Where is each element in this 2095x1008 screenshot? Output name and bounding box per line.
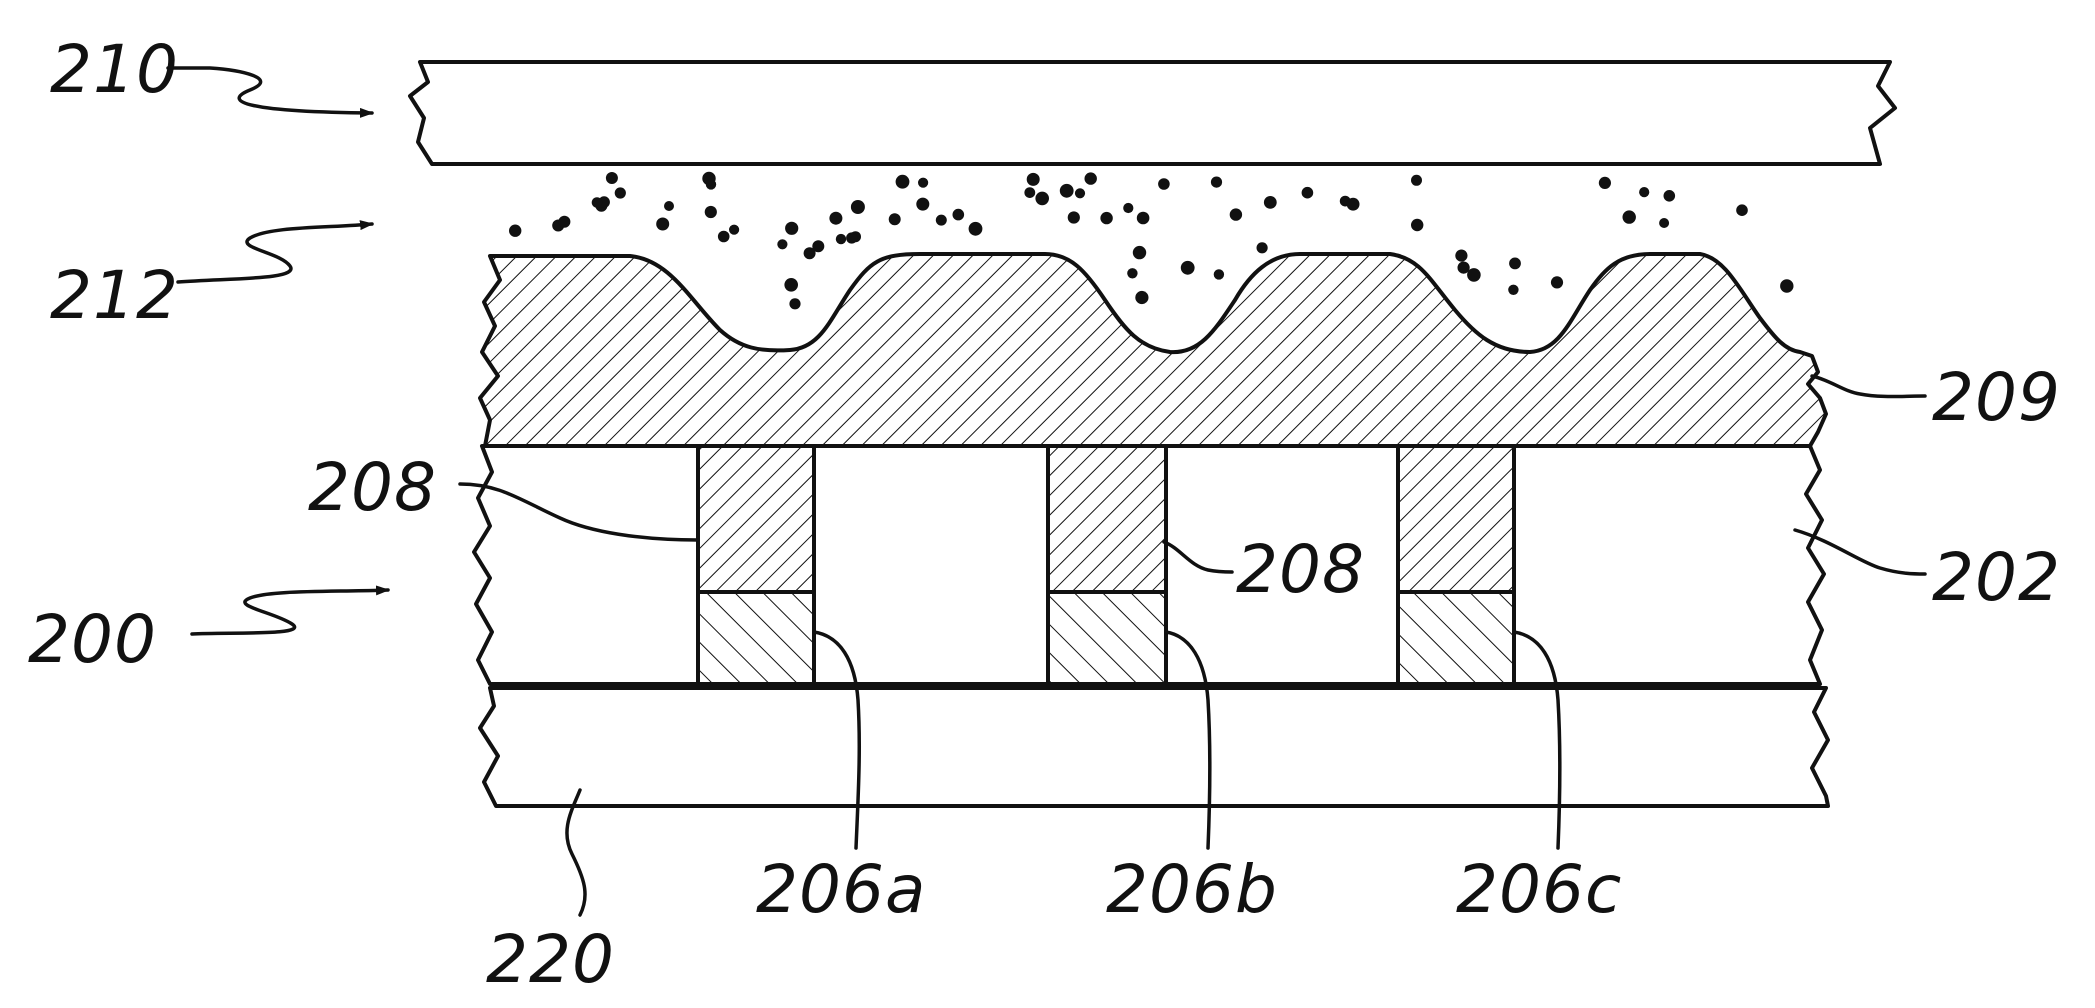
particle-dot: [1024, 187, 1035, 198]
particle-dot: [1123, 203, 1133, 213]
particle-dot: [1411, 219, 1423, 231]
trench-fill-208-right: [1398, 446, 1514, 592]
particle-dot: [1467, 268, 1481, 282]
particle-dot: [656, 218, 669, 231]
particle-dot: [918, 178, 928, 188]
particle-dot: [606, 172, 618, 184]
particle-dot: [785, 222, 798, 235]
particle-dot: [1551, 276, 1563, 288]
particle-dot: [509, 225, 521, 237]
particle-dot: [1455, 250, 1467, 262]
particle-dot: [1264, 196, 1277, 209]
electrode-206b: [1048, 592, 1166, 684]
particle-dot: [1075, 188, 1085, 198]
particle-dot: [1599, 177, 1611, 189]
electrode-206c: [1398, 592, 1514, 684]
particle-dot: [1100, 212, 1112, 224]
particle-dot: [1508, 285, 1518, 295]
particle-dot: [705, 206, 717, 218]
particle-dot: [851, 200, 865, 214]
label-206b: 206b: [1106, 851, 1278, 928]
particle-dot: [1664, 190, 1676, 202]
label-200: 200: [28, 601, 157, 678]
label-202: 202: [1932, 539, 2061, 616]
particle-dot: [784, 278, 798, 292]
particle-dot: [1780, 279, 1793, 292]
particle-dot: [664, 201, 674, 211]
layer-209-coating: [480, 254, 1826, 446]
trench-fill-208-left: [698, 446, 814, 592]
label-210: 210: [50, 31, 179, 108]
particle-dot: [1214, 269, 1224, 279]
leader-212: [178, 224, 372, 282]
trench-fill-208-center: [1048, 446, 1166, 592]
layer-220-base: [480, 688, 1828, 806]
particle-dot: [1639, 187, 1649, 197]
layer-210-top-plate: [410, 62, 1895, 164]
leader-210: [168, 68, 372, 113]
particle-dot: [969, 222, 983, 236]
label-208-center: 208: [1236, 531, 1365, 608]
particle-dot: [836, 234, 846, 244]
particle-dot: [1509, 258, 1521, 270]
particle-dot: [558, 216, 570, 228]
particle-dot: [729, 225, 739, 235]
label-206c: 206c: [1456, 851, 1622, 928]
particle-dot: [1181, 261, 1195, 275]
particle-dot: [1257, 242, 1268, 253]
particle-dot: [1068, 211, 1080, 223]
leader-220: [567, 790, 585, 915]
particle-dot: [1623, 210, 1636, 223]
label-212: 212: [50, 257, 179, 334]
electrode-206a: [698, 592, 814, 684]
particle-dot: [1127, 268, 1137, 278]
particle-dot: [1027, 173, 1040, 186]
particle-dot: [1736, 204, 1748, 216]
label-220: 220: [486, 921, 615, 998]
particle-dot: [1158, 178, 1170, 190]
particle-dot: [1230, 208, 1242, 220]
particle-dot: [896, 175, 910, 189]
substrate-pillar-a: [814, 446, 1048, 684]
particle-dot: [829, 212, 842, 225]
particle-dot: [1659, 218, 1669, 228]
particle-dot: [846, 232, 857, 243]
particle-dot: [1085, 172, 1097, 184]
particle-dot: [1411, 175, 1422, 186]
particle-dot: [1211, 177, 1222, 188]
particle-dot: [789, 298, 800, 309]
particle-dot: [1135, 291, 1148, 304]
leader-200: [192, 590, 388, 634]
substrate-pillar-c: [1514, 446, 1824, 684]
particle-dot: [1137, 212, 1150, 225]
particle-dot: [936, 215, 947, 226]
particle-dot: [812, 240, 824, 252]
particle-dot: [615, 187, 626, 198]
label-206a: 206a: [756, 851, 926, 928]
leader-209: [1812, 376, 1925, 397]
particle-dot: [702, 172, 715, 185]
particle-dot: [1133, 246, 1146, 259]
particle-dot: [1060, 184, 1074, 198]
particle-dot: [953, 209, 965, 221]
particle-dot: [1035, 192, 1049, 206]
particle-dot: [592, 197, 603, 208]
layer-202-substrate: [474, 446, 698, 684]
label-209: 209: [1932, 359, 2061, 436]
particle-dot: [916, 198, 929, 211]
label-208-left: 208: [308, 449, 437, 526]
particle-dot: [777, 239, 787, 249]
particle-dot: [718, 231, 730, 243]
particle-dot: [1302, 187, 1314, 199]
particle-dot: [1347, 198, 1360, 211]
particle-dot: [889, 213, 901, 225]
